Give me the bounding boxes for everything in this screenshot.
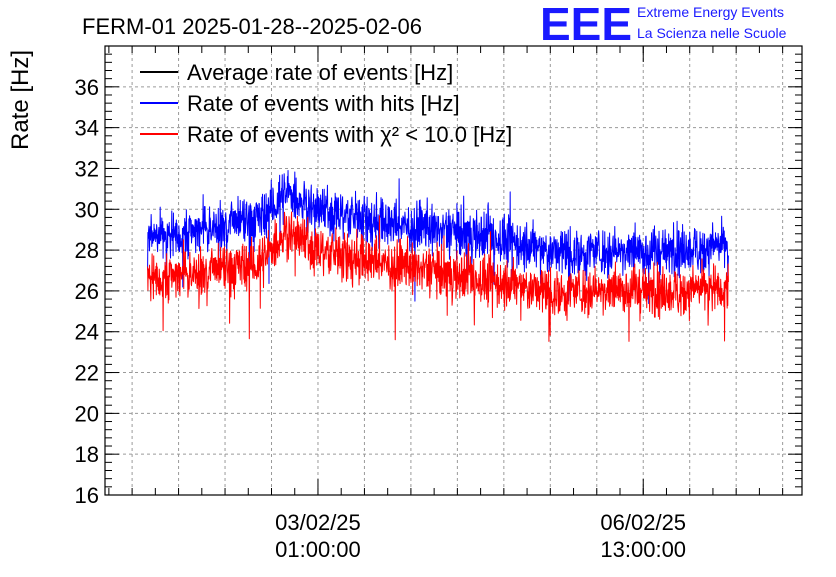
y-tick-label: 36 <box>75 75 99 100</box>
eee-logo-line2: La Scienza nelle Scuole <box>637 25 787 41</box>
y-tick-label: 32 <box>75 156 99 181</box>
eee-logo-line1: Extreme Energy Events <box>637 4 784 20</box>
eee-logo-mark: EEE <box>540 0 632 50</box>
grid <box>105 46 802 496</box>
chart-title: FERM-01 2025-01-28--2025-02-06 <box>82 14 422 39</box>
legend-label-0: Average rate of events [Hz] <box>187 60 453 85</box>
y-tick-label: 18 <box>75 442 99 467</box>
y-tick-label: 30 <box>75 197 99 222</box>
x-tick-label-date: 03/02/25 <box>275 510 361 535</box>
y-tick-label: 22 <box>75 361 99 386</box>
eee-logo: EEE Extreme Energy Events La Scienza nel… <box>540 0 787 50</box>
y-tick-label: 34 <box>75 116 99 141</box>
legend: Average rate of events [Hz] Rate of event… <box>140 60 512 147</box>
y-tick-label: 26 <box>75 279 99 304</box>
series-line-2 <box>147 211 729 342</box>
y-tick-label: 20 <box>75 401 99 426</box>
series-group <box>147 169 729 342</box>
legend-label-1: Rate of events with hits [Hz] <box>187 91 460 116</box>
y-tick-label: 28 <box>75 238 99 263</box>
series-line-1 <box>147 169 729 305</box>
y-tick-label: 16 <box>75 483 99 508</box>
plot-frame <box>104 45 803 496</box>
legend-label-2: Rate of events with χ² < 10.0 [Hz] <box>187 122 512 147</box>
y-axis-label: Rate [Hz] <box>7 50 34 150</box>
y-tick-label: 24 <box>75 320 99 345</box>
x-tick-label-time: 13:00:00 <box>600 537 686 562</box>
x-tick-label-date: 06/02/25 <box>600 510 686 535</box>
x-tick-label-time: 01:00:00 <box>275 537 361 562</box>
